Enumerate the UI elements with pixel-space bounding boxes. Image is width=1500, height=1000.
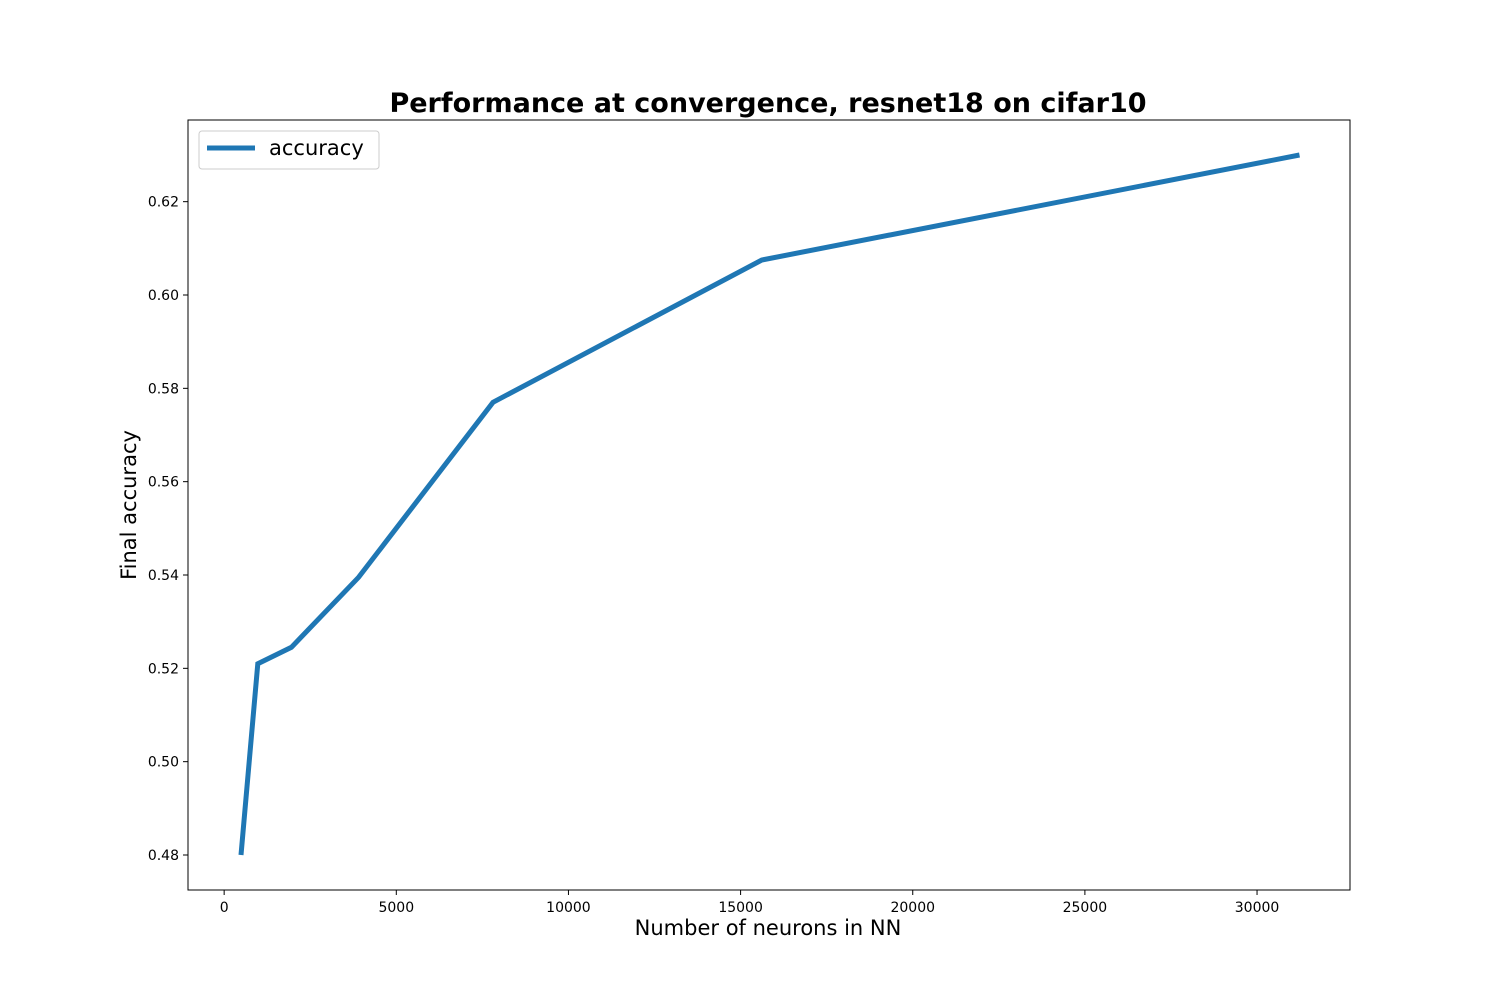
x-tick-label: 15000 bbox=[718, 900, 763, 916]
chart-title: Performance at convergence, resnet18 on … bbox=[389, 88, 1146, 119]
y-axis-ticks: 0.48 0.50 0.52 0.54 0.56 0.58 0.60 0.62 bbox=[148, 195, 188, 864]
y-tick-label: 0.50 bbox=[148, 755, 179, 771]
legend-label-accuracy: accuracy bbox=[269, 136, 364, 160]
y-tick-label: 0.52 bbox=[148, 661, 179, 677]
y-tick-label: 0.62 bbox=[148, 195, 179, 211]
legend-box bbox=[198, 130, 380, 170]
x-tick-label: 20000 bbox=[890, 900, 935, 916]
x-tick-label: 30000 bbox=[1235, 900, 1280, 916]
x-axis-ticks: 0 5000 10000 15000 20000 25000 30000 bbox=[220, 890, 1280, 916]
y-axis-label: Final accuracy bbox=[117, 430, 141, 580]
y-tick-label: 0.60 bbox=[148, 288, 179, 304]
x-tick-label: 10000 bbox=[546, 900, 591, 916]
x-tick-label: 25000 bbox=[1063, 900, 1108, 916]
plot-area bbox=[187, 119, 1351, 891]
x-axis-label: Number of neurons in NN bbox=[635, 916, 902, 940]
y-tick-label: 0.54 bbox=[148, 568, 179, 584]
x-tick-label: 0 bbox=[220, 900, 229, 916]
y-tick-label: 0.56 bbox=[148, 475, 179, 491]
x-tick-label: 5000 bbox=[378, 900, 414, 916]
series-layer bbox=[238, 152, 1300, 856]
y-tick-label: 0.58 bbox=[148, 381, 179, 397]
series-line-accuracy bbox=[238, 152, 1300, 856]
legend: accuracy bbox=[198, 130, 380, 170]
y-tick-label: 0.48 bbox=[148, 848, 179, 864]
